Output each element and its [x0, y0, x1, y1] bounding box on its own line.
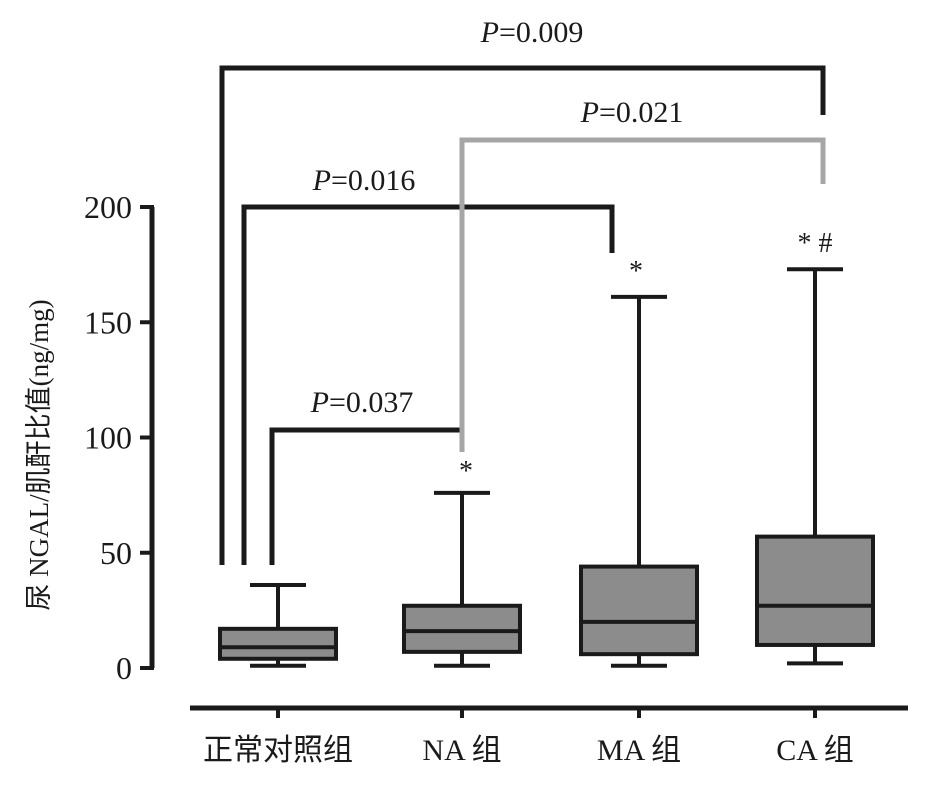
x-category-label: NA 组	[422, 734, 501, 767]
p-value-label: P=0.037	[310, 386, 414, 419]
comparison-bracket: P=0.009	[219, 16, 826, 565]
y-tick-label: 150	[84, 304, 132, 340]
bracket-line	[241, 204, 615, 565]
axes: 0 50 100 150 200 正常对照组 NA 组 MA 组 CA 组	[84, 189, 908, 767]
box-group	[579, 294, 699, 668]
iqr-box	[755, 534, 875, 647]
y-axis-label: 尿 NGAL/肌酐比值(ng/mg)	[24, 299, 54, 610]
bracket-line	[459, 137, 826, 452]
significance-mark: * #	[798, 228, 833, 259]
comparison-bracket: P=0.021	[459, 96, 826, 452]
y-tick-label: 50	[100, 535, 132, 571]
iqr-box	[579, 564, 699, 657]
p-value-label: P=0.016	[312, 164, 416, 197]
x-category-label: CA 组	[776, 734, 854, 767]
y-tick-label: 0	[116, 650, 132, 686]
p-value-label: P=0.009	[480, 16, 584, 49]
box-group	[402, 490, 522, 668]
significance-mark: *	[459, 456, 473, 487]
bracket-line	[219, 65, 826, 565]
p-value-label: P=0.021	[580, 96, 684, 129]
y-tick-label: 200	[84, 189, 132, 225]
comparison-bracket: P=0.037	[269, 386, 465, 565]
box-group	[755, 267, 875, 666]
x-category-label: MA 组	[597, 734, 681, 767]
box-series: * * * #	[218, 228, 875, 668]
bracket-line	[269, 427, 465, 565]
x-category-label: 正常对照组	[203, 734, 353, 767]
iqr-box	[218, 626, 338, 661]
significance-brackets: P=0.037 P=0.016 P=0.021 P=0.009	[219, 16, 826, 565]
y-tick-label: 100	[84, 420, 132, 456]
significance-mark: *	[629, 256, 643, 287]
box-group	[218, 583, 338, 668]
iqr-box	[402, 603, 522, 654]
comparison-bracket: P=0.016	[241, 164, 615, 565]
